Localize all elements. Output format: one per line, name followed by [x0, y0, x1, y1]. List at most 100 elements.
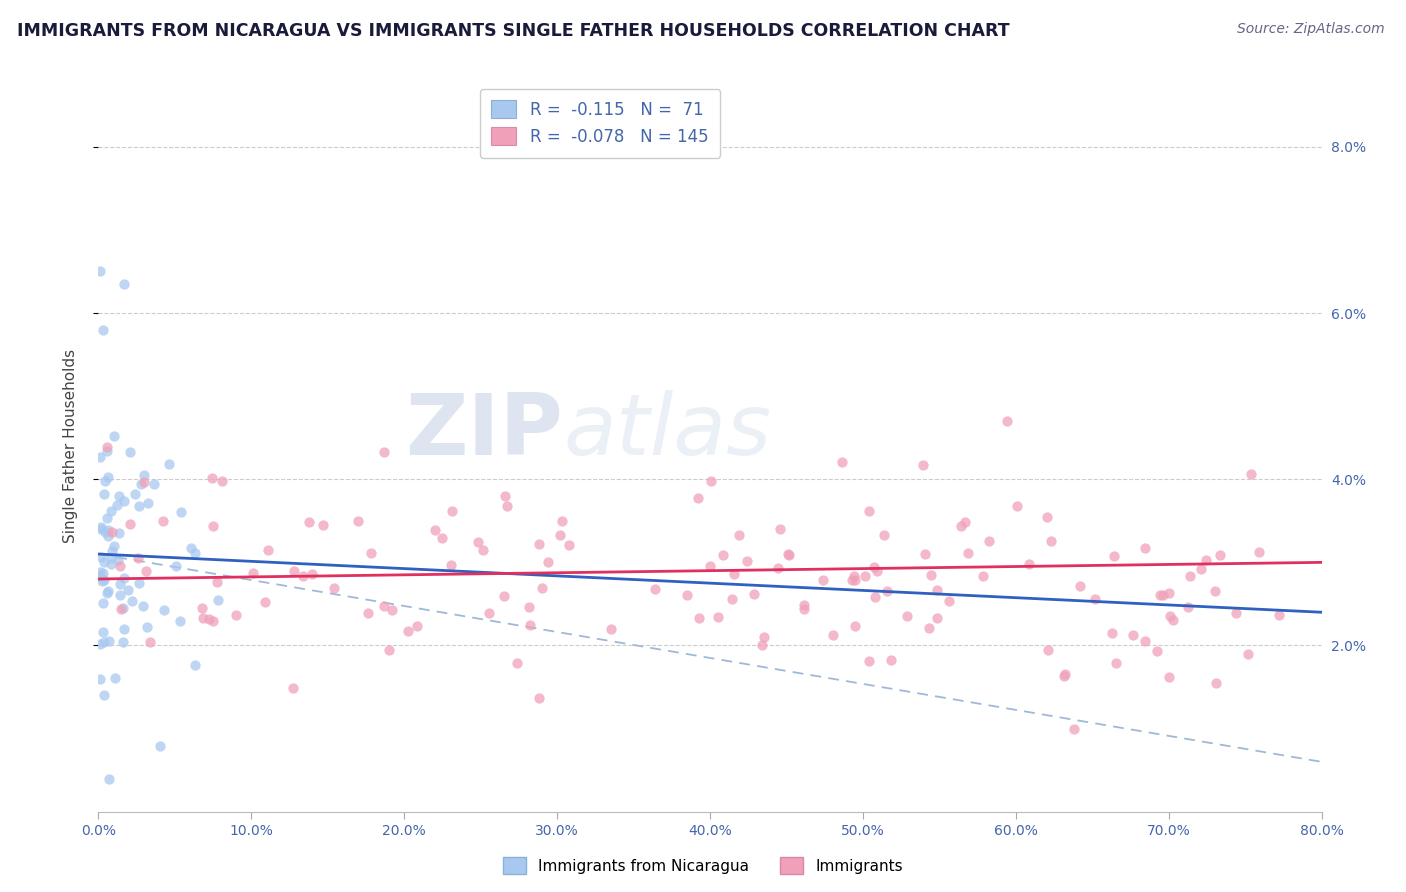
Point: [132, 599, 155, 613]
Point: [94, 524, 117, 539]
Point: [467, 535, 489, 549]
Point: [183, 546, 205, 560]
Point: [114, 277, 136, 291]
Point: [225, 607, 247, 622]
Point: [91, 574, 114, 588]
Point: [100, 557, 122, 571]
Point: [742, 587, 765, 601]
Point: [93, 573, 115, 587]
Point: [257, 543, 280, 558]
Point: [688, 611, 710, 625]
Point: [90, 522, 112, 536]
Point: [1177, 599, 1199, 614]
Point: [108, 576, 131, 591]
Point: [281, 681, 304, 696]
Point: [91, 323, 114, 337]
Point: [727, 528, 749, 542]
Point: [322, 582, 344, 596]
Point: [97, 583, 120, 598]
Point: [108, 489, 131, 503]
Point: [876, 584, 898, 599]
Point: [425, 523, 447, 537]
Point: [97, 470, 120, 484]
Text: ZIP: ZIP: [405, 390, 564, 473]
Point: [1036, 510, 1059, 524]
Point: [96, 444, 118, 458]
Point: [1133, 541, 1156, 556]
Point: [599, 623, 621, 637]
Point: [103, 539, 125, 553]
Point: [686, 491, 709, 505]
Point: [699, 558, 721, 573]
Point: [201, 471, 224, 485]
Point: [918, 621, 941, 635]
Point: [191, 610, 214, 624]
Point: [949, 518, 972, 533]
Point: [108, 558, 131, 573]
Point: [101, 525, 124, 540]
Point: [776, 547, 799, 561]
Point: [112, 571, 135, 585]
Point: [121, 594, 143, 608]
Point: [89, 566, 111, 580]
Point: [202, 615, 225, 629]
Point: [558, 538, 581, 552]
Point: [1149, 588, 1171, 602]
Point: [938, 594, 960, 608]
Point: [723, 566, 745, 581]
Point: [90, 549, 112, 564]
Point: [440, 504, 463, 518]
Point: [97, 529, 120, 543]
Point: [858, 654, 880, 668]
Point: [1178, 568, 1201, 582]
Point: [873, 528, 896, 542]
Point: [112, 623, 135, 637]
Point: [107, 526, 129, 541]
Point: [1209, 549, 1232, 563]
Point: [506, 657, 529, 671]
Point: [853, 568, 876, 582]
Text: IMMIGRANTS FROM NICARAGUA VS IMMIGRANTS SINGLE FATHER HOUSEHOLDS CORRELATION CHA: IMMIGRANTS FROM NICARAGUA VS IMMIGRANTS …: [17, 22, 1010, 40]
Point: [129, 476, 152, 491]
Text: Source: ZipAtlas.com: Source: ZipAtlas.com: [1237, 22, 1385, 37]
Point: [301, 567, 323, 582]
Point: [494, 489, 516, 503]
Point: [169, 614, 191, 628]
Point: [211, 474, 233, 488]
Point: [720, 592, 742, 607]
Point: [136, 620, 159, 634]
Point: [190, 600, 212, 615]
Point: [823, 628, 845, 642]
Point: [527, 691, 550, 706]
Point: [373, 445, 395, 459]
Point: [1157, 670, 1180, 684]
Point: [896, 608, 918, 623]
Point: [91, 566, 114, 580]
Point: [100, 551, 122, 566]
Point: [1053, 669, 1076, 683]
Text: atlas: atlas: [564, 390, 772, 473]
Point: [778, 549, 800, 563]
Point: [283, 564, 305, 578]
Point: [432, 531, 454, 545]
Point: [793, 602, 815, 616]
Point: [107, 553, 129, 567]
Point: [105, 498, 128, 512]
Point: [381, 602, 404, 616]
Point: [360, 546, 382, 560]
Point: [101, 543, 124, 558]
Point: [90, 519, 112, 533]
Point: [707, 610, 730, 624]
Point: [1268, 608, 1291, 623]
Point: [180, 541, 202, 555]
Point: [96, 586, 118, 600]
Point: [1069, 579, 1091, 593]
Point: [1195, 553, 1218, 567]
Point: [1146, 644, 1168, 658]
Legend: R =  -0.115   N =  71, R =  -0.078   N = 145: R = -0.115 N = 71, R = -0.078 N = 145: [479, 88, 720, 158]
Point: [858, 504, 880, 518]
Point: [97, 523, 120, 537]
Point: [1054, 666, 1077, 681]
Point: [1225, 607, 1247, 621]
Point: [997, 414, 1019, 428]
